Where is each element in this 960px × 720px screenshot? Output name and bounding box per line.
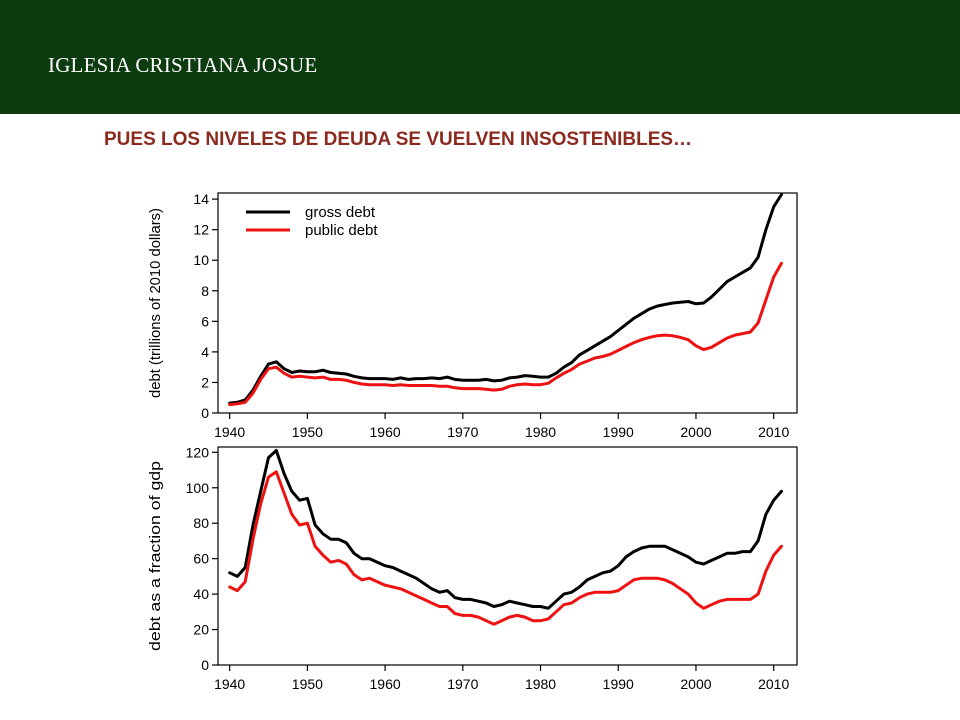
slide-title: PUES LOS NIVELES DE DEUDA SE VUELVEN INS… <box>104 129 693 150</box>
plot-frame <box>217 446 798 666</box>
x-tick-label: 1960 <box>370 676 401 692</box>
x-tick-label: 1970 <box>447 424 478 440</box>
x-tick-label: 1940 <box>214 424 245 440</box>
public-debt-series-line <box>228 261 783 407</box>
x-tick-label: 1970 <box>447 676 478 692</box>
y-tick-label: 2 <box>201 374 209 390</box>
y-tick-label: 4 <box>201 344 209 360</box>
y-tick-label: 40 <box>193 586 209 602</box>
y-tick-label: 10 <box>193 252 209 268</box>
x-tick-label: 2000 <box>680 676 711 692</box>
x-tick-label: 1980 <box>525 676 556 692</box>
x-tick-label: 1990 <box>603 676 634 692</box>
gross-debt-series-line <box>228 193 783 405</box>
chart-gross-public-debt-dollars: 0 2 4 6 8 10 12 14 1940 1950 1960 1970 1980 1990 2000 2… <box>147 191 798 440</box>
x-tick-label: 1950 <box>292 424 323 440</box>
y-tick-label: 6 <box>201 313 209 329</box>
y-tick-label: 120 <box>186 444 210 460</box>
y-tick-label: 100 <box>186 480 210 496</box>
x-tick-label: 1950 <box>292 676 323 692</box>
legend-label: public debt <box>305 222 378 239</box>
gross-debt-series-line <box>228 449 783 610</box>
x-tick-label: 2010 <box>758 676 789 692</box>
y-tick-label: 0 <box>201 405 209 421</box>
y-tick-label: 60 <box>193 551 209 567</box>
y-axis-label: debt (trillions of 2010 dollars) <box>147 208 164 398</box>
x-tick-label: 2000 <box>680 424 711 440</box>
x-tick-label: 1940 <box>214 676 245 692</box>
org-name: IGLESIA CRISTIANA JOSUE <box>48 53 318 77</box>
legend-label: gross debt <box>305 204 376 221</box>
public-debt-series-line <box>228 470 783 626</box>
x-tick-label: 2010 <box>758 424 789 440</box>
chart-debt-fraction-gdp: 0 20 40 60 80 100 120 1940 1950 1960 1970 1980 1990 2… <box>147 444 798 692</box>
plot-frame <box>217 192 798 414</box>
y-tick-label: 8 <box>201 283 209 299</box>
y-tick-label: 12 <box>193 222 209 238</box>
y-tick-label: 0 <box>201 657 209 673</box>
x-tick-label: 1960 <box>370 424 401 440</box>
y-tick-label: 80 <box>193 515 209 531</box>
x-tick-label: 1990 <box>603 424 634 440</box>
y-tick-label: 14 <box>193 191 209 207</box>
x-tick-label: 1980 <box>525 424 556 440</box>
y-tick-label: 20 <box>193 622 209 638</box>
header-band <box>0 0 960 114</box>
y-axis-label: debt as a fraction of gdp <box>147 461 164 651</box>
